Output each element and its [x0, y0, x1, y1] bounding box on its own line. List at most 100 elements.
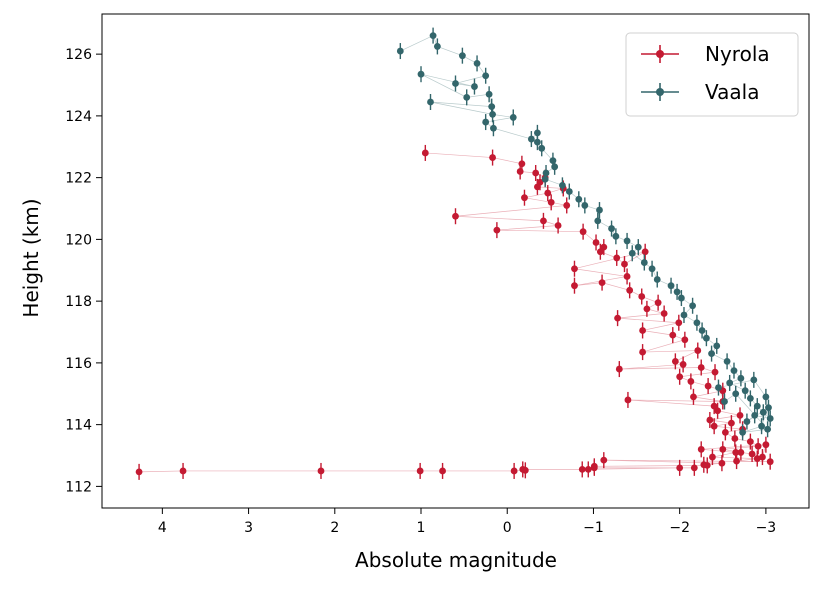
data-point-vaala [753, 398, 761, 415]
legend-label-vaala: Vaala [705, 80, 759, 104]
data-point-vaala [452, 75, 459, 92]
data-point-vaala [596, 202, 603, 219]
data-point-vaala [463, 89, 471, 106]
data-point-nyrola [679, 356, 687, 373]
data-point-vaala [429, 27, 437, 44]
data-point-vaala [667, 277, 675, 294]
data-point-nyrola [554, 217, 562, 234]
data-point-vaala [538, 140, 546, 157]
data-point-nyrola [452, 208, 459, 225]
data-point-nyrola [439, 462, 446, 479]
y-tick-label: 114 [65, 418, 92, 434]
data-point-nyrola [762, 436, 770, 453]
data-point-vaala [490, 120, 497, 137]
data-point-vaala [396, 43, 404, 60]
data-point-nyrola [643, 300, 651, 317]
data-point-vaala [623, 232, 631, 249]
data-point-nyrola [714, 402, 722, 419]
data-point-vaala [559, 177, 566, 194]
data-point-nyrola [135, 463, 143, 480]
data-point-vaala [751, 407, 759, 424]
data-point-vaala [765, 399, 772, 416]
data-point-vaala [758, 418, 765, 435]
data-point-nyrola [697, 359, 705, 376]
data-point-nyrola [638, 288, 646, 305]
data-point-nyrola [493, 222, 501, 239]
data-point-vaala [417, 66, 425, 83]
data-point-vaala [743, 413, 751, 430]
data-point-nyrola [669, 327, 677, 344]
data-point-nyrola [563, 197, 571, 214]
data-point-vaala [527, 131, 535, 148]
data-point-vaala [715, 379, 722, 396]
data-point-nyrola [675, 314, 683, 331]
data-point-vaala [764, 421, 772, 438]
data-points [135, 27, 774, 480]
data-point-nyrola [179, 462, 187, 479]
data-point-vaala [634, 239, 642, 256]
data-point-nyrola [532, 165, 540, 182]
data-point-nyrola [592, 234, 600, 251]
data-point-nyrola [521, 189, 528, 206]
data-point-vaala [653, 271, 661, 288]
data-point-vaala [612, 228, 620, 245]
data-point-nyrola [736, 407, 744, 424]
data-point-nyrola [719, 441, 727, 458]
data-point-vaala [427, 93, 434, 110]
data-point-vaala [534, 134, 541, 151]
data-point-nyrola [615, 361, 623, 378]
data-point-nyrola [639, 344, 646, 361]
data-point-nyrola [754, 438, 762, 455]
y-axis-title: Height (km) [19, 198, 43, 317]
x-tick-label: −1 [583, 520, 604, 536]
data-point-nyrola [544, 185, 552, 202]
y-axis-title-group: Height (km) [19, 198, 43, 317]
data-point-vaala [750, 371, 758, 388]
data-point-nyrola [721, 424, 729, 441]
data-point-vaala [509, 109, 517, 126]
data-point-vaala [721, 393, 728, 410]
data-point-vaala [565, 183, 573, 200]
data-point-vaala [708, 345, 715, 362]
y-tick-label: 112 [65, 479, 92, 495]
data-point-nyrola [671, 353, 679, 370]
data-point-vaala [640, 254, 648, 271]
x-tick-label: 0 [503, 520, 512, 536]
data-point-vaala [702, 330, 710, 347]
data-point-nyrola [534, 178, 541, 195]
data-point-nyrola [737, 444, 745, 461]
data-point-nyrola [710, 398, 718, 415]
data-point-nyrola [746, 433, 754, 450]
data-point-nyrola [614, 310, 621, 327]
data-point-vaala [677, 290, 685, 307]
data-point-nyrola [690, 459, 698, 476]
data-point-nyrola [728, 415, 735, 432]
data-point-vaala [689, 297, 697, 314]
legend-marker-nyrola [641, 45, 679, 63]
data-point-nyrola [489, 149, 496, 166]
x-axis-title: Absolute magnitude [355, 548, 557, 572]
data-point-vaala [485, 86, 493, 103]
data-point-nyrola [676, 459, 684, 476]
data-point-nyrola [421, 144, 429, 161]
data-point-nyrola [571, 260, 578, 277]
plot-frame [101, 13, 810, 509]
data-point-vaala [489, 106, 496, 123]
data-point-nyrola [547, 194, 555, 211]
x-tick-label: −3 [756, 520, 777, 536]
data-point-nyrola [732, 444, 740, 461]
data-point-nyrola [416, 462, 424, 479]
data-point-nyrola [733, 453, 740, 470]
data-point-nyrola [598, 274, 606, 291]
x-tick-label: 1 [417, 520, 426, 536]
data-point-nyrola [624, 391, 632, 408]
data-point-nyrola [753, 450, 761, 467]
data-point-nyrola [623, 268, 631, 285]
data-point-nyrola [690, 388, 697, 405]
data-point-vaala [482, 114, 490, 131]
data-point-vaala [608, 220, 615, 237]
data-point-nyrola [759, 449, 766, 466]
data-point-nyrola [711, 364, 719, 381]
x-ticks: 4 3 2 1 0 −1 −2 −3 [158, 508, 776, 536]
